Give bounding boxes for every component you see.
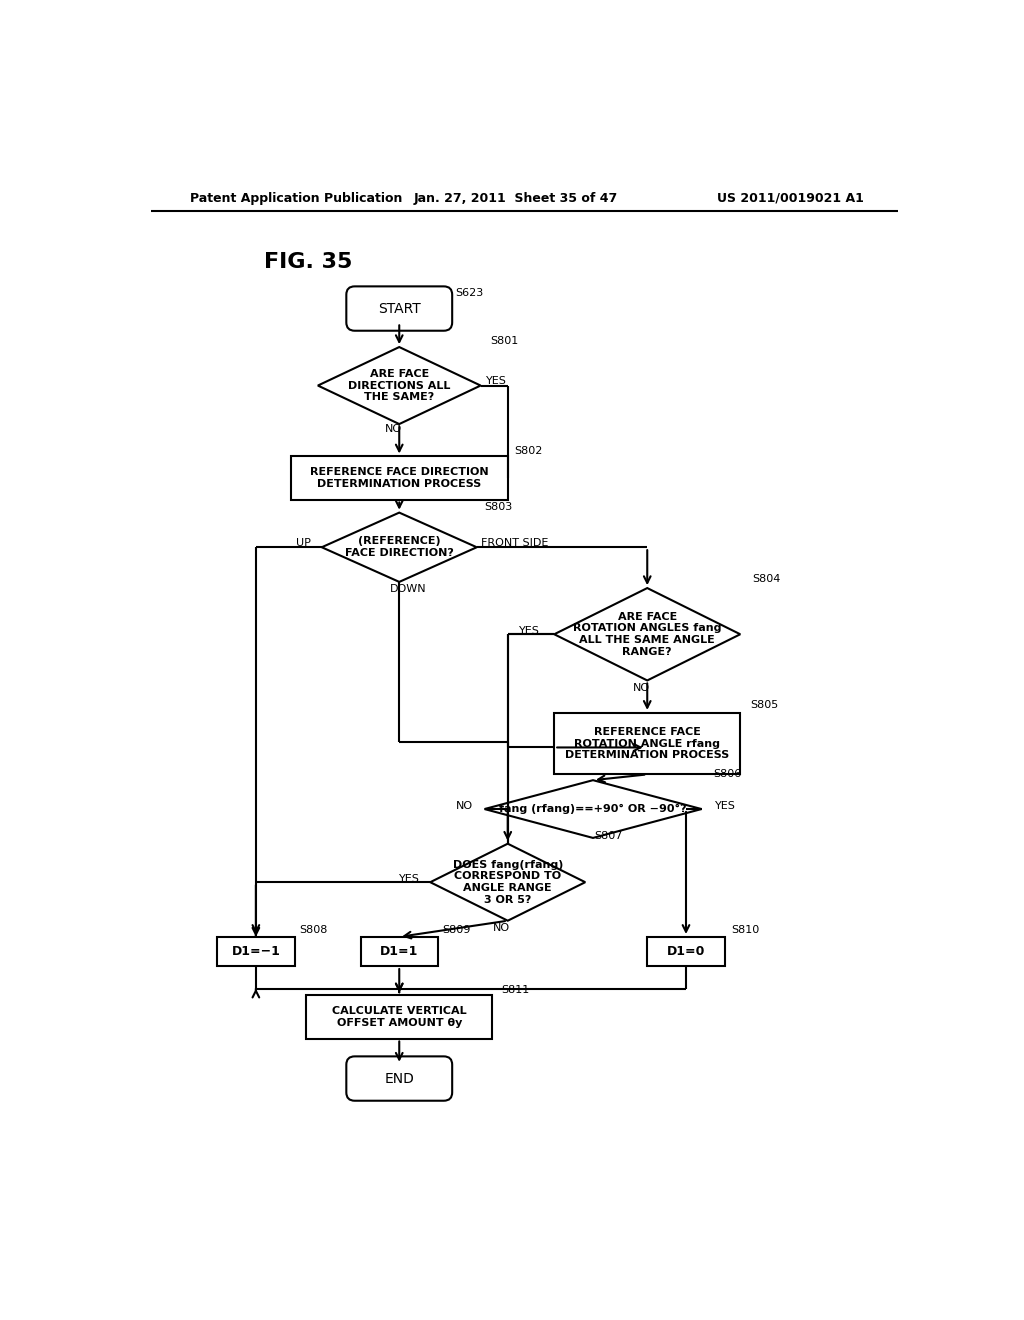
FancyBboxPatch shape <box>346 286 453 331</box>
Text: S811: S811 <box>502 985 529 995</box>
Bar <box>306 995 493 1039</box>
Bar <box>554 713 740 775</box>
Polygon shape <box>322 512 477 582</box>
Bar <box>360 937 438 966</box>
Text: END: END <box>384 1072 414 1085</box>
Text: DOWN: DOWN <box>390 583 427 594</box>
Text: S804: S804 <box>752 574 780 583</box>
Text: NO: NO <box>493 924 510 933</box>
Bar <box>647 937 725 966</box>
Text: ARE FACE
DIRECTIONS ALL
THE SAME?: ARE FACE DIRECTIONS ALL THE SAME? <box>348 370 451 403</box>
Text: UP: UP <box>296 537 311 548</box>
Text: YES: YES <box>398 874 420 884</box>
Text: S805: S805 <box>751 700 778 710</box>
Text: D1=−1: D1=−1 <box>231 945 281 958</box>
Text: S808: S808 <box>299 925 328 935</box>
Text: D1=0: D1=0 <box>667 945 706 958</box>
Text: S623: S623 <box>455 288 483 298</box>
Text: CALCULATE VERTICAL
OFFSET AMOUNT θy: CALCULATE VERTICAL OFFSET AMOUNT θy <box>332 1006 467 1028</box>
Polygon shape <box>430 843 586 921</box>
Polygon shape <box>317 347 480 424</box>
Text: Patent Application Publication: Patent Application Publication <box>190 191 402 205</box>
Text: YES: YES <box>486 376 507 385</box>
Text: S806: S806 <box>713 768 741 779</box>
Text: REFERENCE FACE DIRECTION
DETERMINATION PROCESS: REFERENCE FACE DIRECTION DETERMINATION P… <box>310 467 488 488</box>
Bar <box>291 457 508 499</box>
Text: YES: YES <box>519 626 541 636</box>
Text: S802: S802 <box>514 446 543 455</box>
Text: DOES fang(rfang)
CORRESPOND TO
ANGLE RANGE
3 OR 5?: DOES fang(rfang) CORRESPOND TO ANGLE RAN… <box>453 859 563 904</box>
Text: fang (rfang)==+90° OR −90°?: fang (rfang)==+90° OR −90°? <box>499 804 687 814</box>
Text: YES: YES <box>716 801 736 810</box>
Text: D1=1: D1=1 <box>380 945 419 958</box>
Polygon shape <box>554 589 740 681</box>
FancyBboxPatch shape <box>346 1056 453 1101</box>
Bar <box>217 937 295 966</box>
Text: REFERENCE FACE
ROTATION ANGLE rfang
DETERMINATION PROCESS: REFERENCE FACE ROTATION ANGLE rfang DETE… <box>565 727 729 760</box>
Text: S810: S810 <box>731 925 759 935</box>
Polygon shape <box>484 780 701 838</box>
Text: S809: S809 <box>442 925 471 935</box>
Text: S803: S803 <box>484 502 513 512</box>
Text: Jan. 27, 2011  Sheet 35 of 47: Jan. 27, 2011 Sheet 35 of 47 <box>414 191 617 205</box>
Text: ARE FACE
ROTATION ANGLES fang
ALL THE SAME ANGLE
RANGE?: ARE FACE ROTATION ANGLES fang ALL THE SA… <box>573 612 722 656</box>
Text: S801: S801 <box>490 335 519 346</box>
Text: START: START <box>378 301 421 315</box>
Text: NO: NO <box>384 424 401 434</box>
Text: US 2011/0019021 A1: US 2011/0019021 A1 <box>718 191 864 205</box>
Text: NO: NO <box>456 801 473 810</box>
Text: NO: NO <box>633 684 649 693</box>
Text: FRONT SIDE: FRONT SIDE <box>481 537 549 548</box>
Text: FIG. 35: FIG. 35 <box>263 252 352 272</box>
Text: S807: S807 <box>595 832 623 841</box>
Text: (REFERENCE)
FACE DIRECTION?: (REFERENCE) FACE DIRECTION? <box>345 536 454 558</box>
